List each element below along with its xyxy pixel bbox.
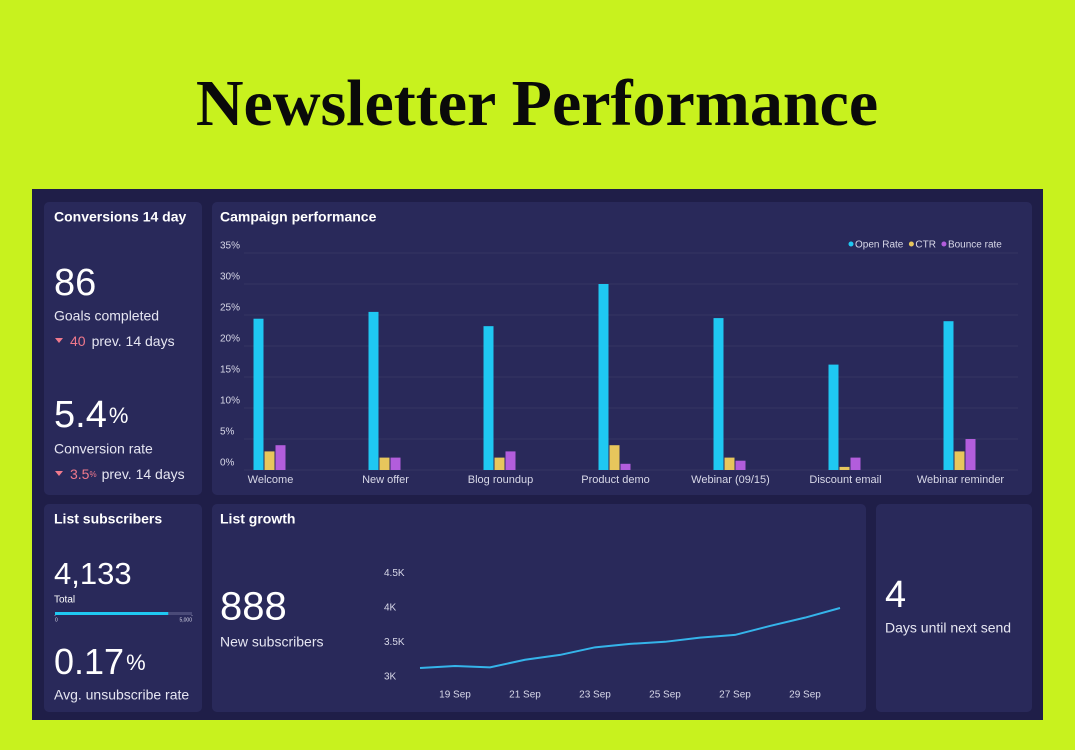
unsub-value: 0.17 xyxy=(54,641,124,682)
bar xyxy=(850,457,861,470)
legend-label: CTR xyxy=(915,240,936,251)
x-tick-label: 27 Sep xyxy=(719,690,751,701)
headline-label: New subscribers xyxy=(220,634,323,650)
next-send-value: 4 xyxy=(885,574,906,616)
next-send-card xyxy=(876,504,1032,712)
campaign-card xyxy=(212,202,1032,495)
bar xyxy=(713,318,724,470)
page-title: Newsletter Performance xyxy=(196,67,878,140)
x-tick-label: Discount email xyxy=(809,474,881,486)
bar xyxy=(620,463,631,470)
x-tick-label: Product demo xyxy=(581,474,649,486)
headline-value: 888 xyxy=(220,585,287,629)
next-send-label: Days until next send xyxy=(885,620,1011,636)
growth-card xyxy=(212,504,866,712)
x-tick-label: Webinar reminder xyxy=(917,474,1005,486)
rate-row: 5.4% xyxy=(54,394,128,436)
x-tick-label: New offer xyxy=(362,474,409,486)
y-tick-label: 15% xyxy=(220,365,240,376)
unsub-unit: % xyxy=(126,650,146,675)
bar xyxy=(724,457,735,470)
prev-row: 3.5% prev. 14 days xyxy=(70,466,185,482)
down-icon xyxy=(55,471,63,476)
x-tick-label: Welcome xyxy=(248,474,294,486)
card-title: List subscribers xyxy=(54,511,162,527)
goals-label: Goals completed xyxy=(54,308,159,324)
bar xyxy=(275,445,286,470)
bar xyxy=(494,457,505,470)
rate-value: 5.4 xyxy=(54,394,107,436)
y-tick-label: 5% xyxy=(220,427,235,438)
chart-title: Campaign performance xyxy=(220,209,377,225)
unsub-label: Avg. unsubscribe rate xyxy=(54,687,189,703)
down-icon xyxy=(55,338,63,343)
bar xyxy=(965,439,976,470)
legend-swatch xyxy=(941,241,947,247)
prev-row: 40 prev. 14 days xyxy=(70,333,175,349)
prev-unit: % xyxy=(89,470,96,479)
progress-bar xyxy=(55,612,169,615)
scale-label: 5,000 xyxy=(179,617,192,623)
bar xyxy=(954,451,965,470)
scale-label: 0 xyxy=(55,617,58,623)
legend-swatch xyxy=(908,241,914,247)
chart-title: List growth xyxy=(220,511,295,527)
y-tick-label: 3.5K xyxy=(384,637,405,648)
y-tick-label: 3K xyxy=(384,672,397,683)
total-label: Total xyxy=(54,595,75,606)
bar xyxy=(505,451,516,470)
bar xyxy=(735,460,746,470)
x-tick-label: 29 Sep xyxy=(789,690,821,701)
y-tick-label: 25% xyxy=(220,303,240,314)
y-tick-label: 30% xyxy=(220,272,240,283)
y-tick-label: 0% xyxy=(220,458,235,469)
bar xyxy=(390,457,401,470)
bar xyxy=(264,451,275,470)
bar xyxy=(368,311,379,470)
y-tick-label: 4.5K xyxy=(384,568,405,579)
x-tick-label: 23 Sep xyxy=(579,690,611,701)
total-value: 4,133 xyxy=(54,556,132,591)
prev-value: 40 xyxy=(70,333,86,349)
bar xyxy=(828,364,839,470)
prev-label: prev. 14 days xyxy=(102,466,185,482)
rate-label: Conversion rate xyxy=(54,441,153,457)
y-tick-label: 20% xyxy=(220,334,240,345)
prev-value: 3.5 xyxy=(70,466,90,482)
x-tick-label: 19 Sep xyxy=(439,690,471,701)
line xyxy=(419,607,841,670)
bar xyxy=(483,326,494,470)
y-tick-label: 10% xyxy=(220,396,240,407)
legend-swatch xyxy=(848,241,854,247)
legend-label: Bounce rate xyxy=(948,240,1002,251)
x-tick-label: Blog roundup xyxy=(468,474,533,486)
bar xyxy=(253,318,264,470)
x-tick-label: Webinar (09/15) xyxy=(691,474,770,486)
subscribers-card xyxy=(44,504,202,712)
bar xyxy=(598,284,609,470)
y-tick-label: 35% xyxy=(220,241,240,252)
card-title: Conversions 14 day xyxy=(54,209,186,225)
x-tick-label: 25 Sep xyxy=(649,690,681,701)
bar xyxy=(943,321,954,470)
rate-unit: % xyxy=(109,403,129,428)
conversions-card xyxy=(44,202,202,495)
legend-label: Open Rate xyxy=(855,240,904,251)
goals-value: 86 xyxy=(54,262,96,304)
prev-label: prev. 14 days xyxy=(92,333,175,349)
bar xyxy=(609,445,620,470)
bar xyxy=(379,457,390,470)
bar xyxy=(839,466,850,470)
y-tick-label: 4K xyxy=(384,603,397,614)
unsub-row: 0.17% xyxy=(54,641,146,682)
x-tick-label: 21 Sep xyxy=(509,690,541,701)
